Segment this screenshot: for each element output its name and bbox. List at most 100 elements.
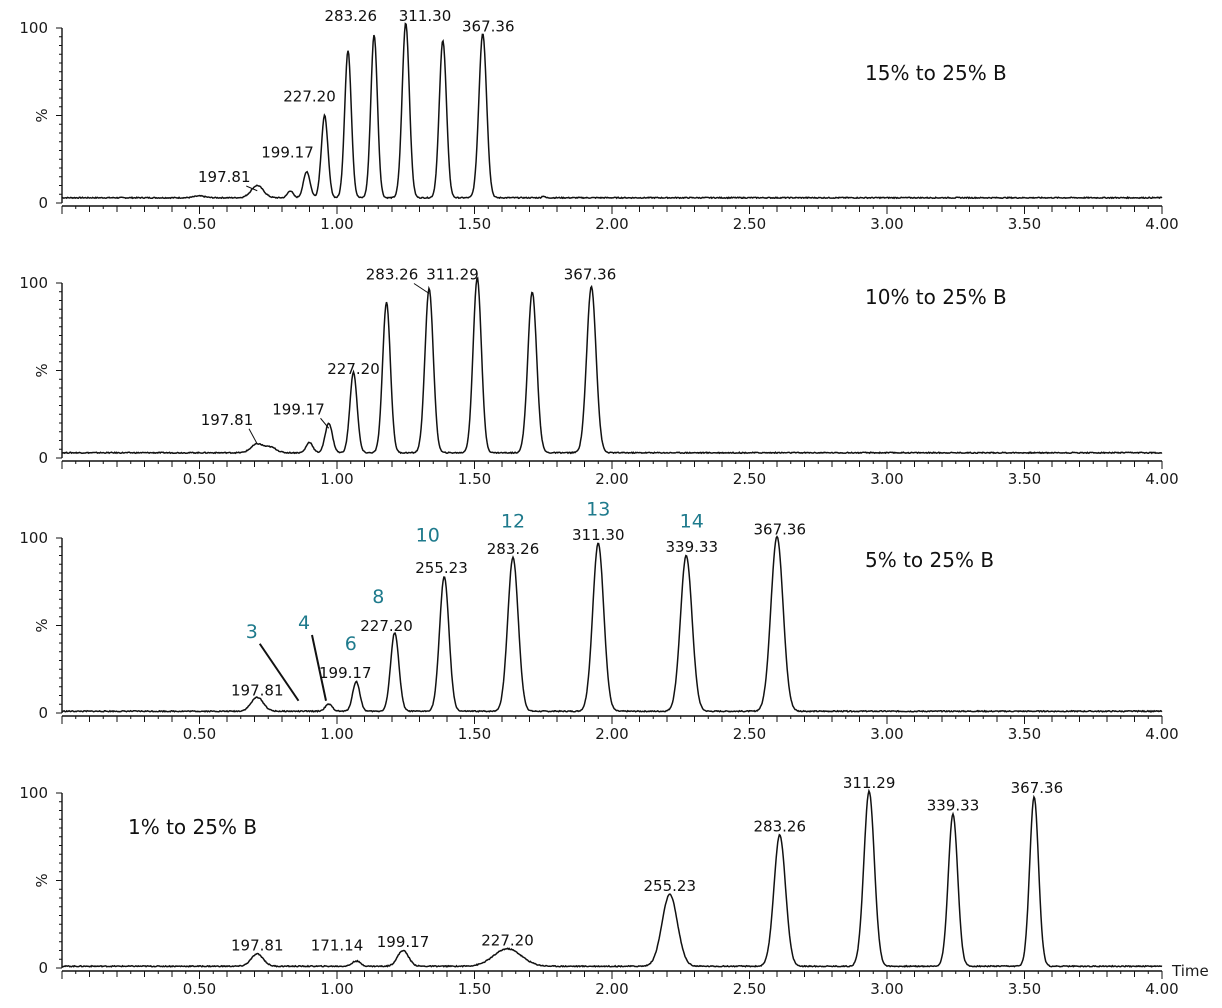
chromatogram-trace — [61, 788, 1163, 968]
chromatogram-panel-2: 100% 0 0.50 1.00 1.50 2.00 2.50 3.00 3.50 4.00 197… — [19, 266, 1178, 489]
x-tick-label: 2.50 — [733, 215, 766, 233]
peak-leader-line — [246, 185, 258, 192]
x-tick-label: 1.50 — [458, 215, 491, 233]
peak-label: 283.26 — [366, 266, 419, 284]
compound-number-label: 4 — [298, 612, 310, 634]
chromatogram-trace — [61, 535, 1163, 713]
x-tick-label: 3.00 — [870, 215, 903, 233]
peak-label: 283.26 — [754, 818, 807, 836]
peak-label: 283.26 — [487, 540, 540, 558]
peak-label: 255.23 — [415, 559, 468, 577]
compound-number-label: 8 — [372, 586, 384, 608]
gradient-condition-label: 1% to 25% B — [128, 815, 257, 839]
y-tick-label: 0 — [38, 959, 48, 977]
x-tick-label: 2.50 — [733, 470, 766, 488]
y-tick-label: % — [33, 873, 51, 887]
peak-label: 199.17 — [261, 144, 314, 162]
peak-label: 171.14 — [311, 937, 364, 955]
peak-label: 367.36 — [1011, 779, 1064, 797]
peak-leader-line — [248, 428, 258, 445]
x-tick-label: 2.00 — [595, 470, 628, 488]
peak-label: 227.20 — [360, 617, 413, 635]
x-tick-label: 3.50 — [1008, 980, 1041, 998]
peak-label: 197.81 — [231, 682, 284, 700]
x-axis-title: Time — [1171, 962, 1209, 980]
peak-label: 197.81 — [198, 168, 251, 186]
x-tick-label: 1.50 — [458, 470, 491, 488]
compound-number-label: 12 — [501, 511, 525, 533]
peak-label: 227.20 — [481, 931, 534, 949]
y-tick-label: % — [33, 618, 51, 632]
x-tick-label: 1.00 — [320, 725, 353, 743]
peak-label: 197.81 — [201, 411, 254, 429]
peak-leader-line — [413, 283, 430, 294]
x-tick-label: 0.50 — [183, 980, 216, 998]
compound-pointer-line — [311, 634, 327, 701]
compound-number-label: 3 — [246, 621, 258, 643]
peak-label: 339.33 — [927, 797, 980, 815]
peak-label: 197.81 — [231, 937, 284, 955]
x-tick-label: 2.00 — [595, 725, 628, 743]
peak-label: 199.17 — [377, 933, 430, 951]
x-tick-label: 1.00 — [320, 215, 353, 233]
x-tick-label: 0.50 — [183, 470, 216, 488]
chromatogram-panel-1: 100% 0 0.50 1.00 1.50 2.00 2.50 3.00 3.50 4.00 197… — [19, 7, 1178, 233]
peak-leader-line — [320, 417, 330, 429]
peak-label: 283.26 — [325, 7, 378, 25]
x-tick-label: 1.00 — [320, 470, 353, 488]
peak-label: 339.33 — [666, 538, 719, 556]
x-tick-label: 2.50 — [733, 980, 766, 998]
compound-number-label: 6 — [345, 633, 357, 655]
x-tick-label: 1.50 — [458, 725, 491, 743]
x-tick-label: 4.00 — [1145, 980, 1178, 998]
y-tick-label: % — [33, 363, 51, 377]
peak-label: 311.30 — [399, 7, 452, 25]
x-tick-label: 4.00 — [1145, 215, 1178, 233]
peak-label: 311.29 — [426, 266, 479, 284]
x-tick-label: 3.50 — [1008, 215, 1041, 233]
x-tick-label: 1.00 — [320, 980, 353, 998]
peak-label: 199.17 — [319, 664, 372, 682]
x-tick-label: 2.50 — [733, 725, 766, 743]
compound-number-label: 13 — [586, 498, 610, 520]
y-tick-label: 100 — [19, 529, 48, 547]
x-tick-label: 1.50 — [458, 980, 491, 998]
y-tick-label: 100 — [19, 784, 48, 802]
x-tick-label: 0.50 — [183, 725, 216, 743]
x-tick-label: 4.00 — [1145, 725, 1178, 743]
compound-number-label: 14 — [680, 511, 704, 533]
chromatogram-trace — [61, 22, 1163, 200]
peak-label: 227.20 — [283, 88, 336, 106]
compound-number-label: 10 — [416, 525, 440, 547]
peak-label: 367.36 — [564, 266, 617, 284]
peak-label: 367.36 — [754, 521, 807, 539]
peak-label: 255.23 — [644, 877, 697, 895]
gradient-condition-label: 15% to 25% B — [865, 61, 1007, 85]
y-tick-label: 0 — [38, 449, 48, 467]
x-tick-label: 3.50 — [1008, 470, 1041, 488]
peak-label: 227.20 — [327, 360, 380, 378]
x-tick-label: 3.50 — [1008, 725, 1041, 743]
x-tick-label: 3.00 — [870, 980, 903, 998]
chromatogram-panel-4: 100% 0 0.50 1.00 1.50 2.00 2.50 3.00 3.50 4.00Tim… — [19, 774, 1208, 998]
peak-label: 199.17 — [272, 400, 325, 418]
x-tick-label: 0.50 — [183, 215, 216, 233]
x-tick-label: 3.00 — [870, 725, 903, 743]
y-tick-label: 0 — [38, 194, 48, 212]
x-tick-label: 3.00 — [870, 470, 903, 488]
y-tick-label: 100 — [19, 274, 48, 292]
peak-label: 311.29 — [843, 774, 896, 792]
peak-label: 367.36 — [462, 18, 515, 36]
gradient-condition-label: 5% to 25% B — [865, 548, 994, 572]
chromatogram-panel-3: 100% 0 0.50 1.00 1.50 2.00 2.50 3.00 3.50 4.00 197… — [19, 498, 1178, 743]
x-tick-label: 2.00 — [595, 980, 628, 998]
gradient-condition-label: 10% to 25% B — [865, 285, 1007, 309]
y-tick-label: 100 — [19, 19, 48, 37]
x-tick-label: 2.00 — [595, 215, 628, 233]
y-tick-label: 0 — [38, 704, 48, 722]
y-tick-label: % — [33, 108, 51, 122]
compound-pointer-line — [258, 643, 300, 702]
chromatogram-trace — [61, 276, 1163, 455]
peak-label: 311.30 — [572, 526, 625, 544]
